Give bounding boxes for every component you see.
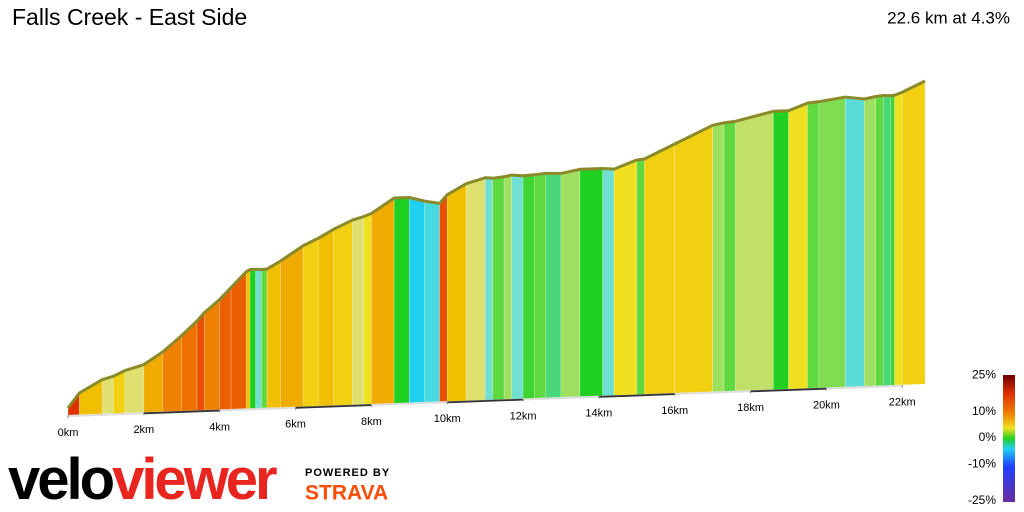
profile-edge [66, 79, 926, 409]
brand-velo: velo [8, 447, 114, 512]
x-tick-label: 16km [661, 405, 688, 417]
grade-segment [882, 96, 892, 386]
grade-segment [894, 92, 903, 386]
summary: 22.6 km at 4.3% [887, 8, 1010, 27]
grade-segment [545, 174, 562, 399]
scale-label: -10% [968, 456, 996, 470]
chart-title: Falls Creek - East Side [12, 4, 247, 30]
x-tick-label: 18km [737, 402, 764, 414]
grade-segment [875, 96, 884, 387]
x-tick-label: 12km [510, 410, 537, 422]
grade-segment [424, 201, 440, 403]
grade-segment [101, 376, 114, 415]
grade-segment [446, 184, 467, 402]
grade-segment [735, 111, 774, 392]
scale-label: 0% [979, 430, 997, 444]
grade-segment [492, 177, 505, 400]
grade-segment [602, 169, 615, 396]
brand-viewer: viewer [112, 447, 277, 512]
grade-segment [204, 299, 220, 411]
grade-segment [333, 220, 353, 406]
grade-segment [196, 312, 205, 411]
scale-label: 10% [972, 404, 996, 418]
grade-segment [219, 287, 232, 410]
grade-segment [352, 217, 365, 406]
x-tick-label: 20km [813, 399, 840, 411]
x-tick-label: 0km [58, 427, 79, 439]
grade-segment [674, 125, 713, 394]
grade-segment [302, 238, 319, 407]
grade-segment [773, 111, 789, 390]
grade-segment [230, 272, 247, 410]
x-tick-label: 14km [585, 408, 612, 420]
x-tick-label: 4km [209, 421, 230, 433]
grade-segment [890, 95, 895, 386]
grade-segment [484, 178, 494, 401]
grade-segment [712, 123, 725, 392]
grade-segment [534, 173, 547, 399]
x-tick-label: 10km [434, 413, 461, 425]
grade-segment [522, 175, 535, 399]
grade-segment [393, 198, 410, 404]
grade-segment [636, 159, 645, 395]
grade-segment [613, 160, 638, 396]
grade-segment [371, 198, 395, 405]
grade-segment [249, 270, 257, 409]
color-scale [1003, 375, 1015, 502]
grade-segment [408, 198, 425, 403]
grade-segment [280, 246, 304, 408]
grade-segment [124, 365, 145, 414]
brand: veloviewer [8, 447, 277, 512]
grade-segment [503, 175, 512, 400]
grade-segment [245, 270, 251, 409]
x-tick-label: 2km [133, 424, 154, 436]
x-tick-label: 22km [889, 397, 916, 409]
grade-segment [511, 175, 524, 400]
grade-segment [363, 214, 372, 405]
grade-segment [818, 97, 846, 389]
grade-segment [439, 194, 448, 402]
grade-segment [560, 169, 581, 398]
scale-label: 25% [972, 367, 996, 381]
grade-segment [901, 81, 926, 386]
grade-segment [266, 261, 281, 409]
grade-segment [261, 269, 268, 409]
x-tick-label: 8km [361, 416, 382, 428]
grade-segment [845, 97, 865, 388]
grade-segment [255, 270, 262, 409]
x-tick-label: 6km [285, 419, 306, 431]
grade-segment [317, 229, 334, 407]
scale-label: -25% [968, 493, 996, 507]
grade-segment [579, 169, 603, 397]
grade-segment [113, 371, 126, 414]
powered-by: POWERED BY [305, 467, 390, 479]
grade-segment [644, 144, 676, 395]
grade-segment [723, 122, 736, 392]
grade-segment [465, 178, 486, 401]
grade-segment [807, 102, 820, 389]
grade-segment [864, 97, 877, 387]
grade-segment [788, 103, 808, 390]
strava: STRAVA [305, 482, 388, 505]
